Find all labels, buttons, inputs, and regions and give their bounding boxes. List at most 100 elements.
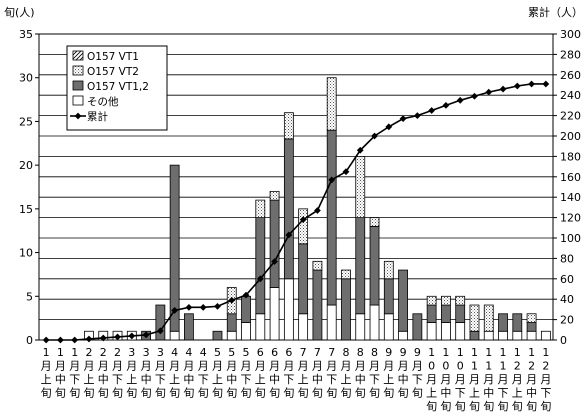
bar-segment xyxy=(169,164,180,332)
bar-segment xyxy=(512,330,523,341)
legend-item: O157 VT1,2 xyxy=(72,80,149,93)
bar-segment xyxy=(355,217,366,315)
bar-segment xyxy=(241,295,251,323)
cumulative-point xyxy=(71,336,79,344)
cumulative-point xyxy=(285,231,293,239)
x-tick-char: 1 xyxy=(442,346,449,359)
bar-segment xyxy=(255,217,266,315)
x-tick-char: 中 xyxy=(183,373,194,386)
cumulative-line xyxy=(42,80,550,344)
bar-segment xyxy=(226,330,237,341)
bar-segment xyxy=(326,129,337,306)
bar-segment xyxy=(383,313,394,341)
x-tick-char: 旬 xyxy=(169,387,180,400)
x-tick-char: 月 xyxy=(512,373,523,386)
x-tick-char: 月 xyxy=(98,360,109,373)
cumulative-point xyxy=(57,336,64,344)
x-tick-char: 月 xyxy=(198,360,209,373)
x-tick-char: 月 xyxy=(55,360,66,373)
bar-segment xyxy=(398,269,408,332)
bar-segment xyxy=(312,269,323,341)
left-tick-label: 30 xyxy=(19,72,33,85)
bar-segment xyxy=(269,199,280,288)
bar-segment xyxy=(426,295,437,306)
bar-segment xyxy=(455,322,466,341)
x-tick-char: 下 xyxy=(455,387,466,400)
bar-segment xyxy=(269,287,280,341)
left-tick-label: 20 xyxy=(19,159,33,172)
x-tick-char: 旬 xyxy=(355,387,366,400)
cumulative-point xyxy=(128,332,136,340)
x-tick-char: 中 xyxy=(141,373,152,386)
x-tick-char: 旬 xyxy=(55,387,66,400)
x-tick-char: 旬 xyxy=(312,387,323,400)
legend-swatch xyxy=(72,65,84,76)
x-tick-char: 上 xyxy=(126,373,137,386)
bar-segment xyxy=(426,304,437,323)
cumulative-point xyxy=(214,302,221,310)
bar-segment xyxy=(398,330,408,341)
x-tick-char: 月 xyxy=(269,360,280,373)
bar-segment xyxy=(226,313,237,332)
x-tick-char: 9 xyxy=(400,346,407,359)
x-tick-char: 月 xyxy=(498,373,509,386)
x-tick-char: 月 xyxy=(312,360,323,373)
right-tick-label: 260 xyxy=(560,69,581,82)
bar-segment xyxy=(483,304,494,332)
x-tick-char: 1 xyxy=(500,360,507,373)
x-tick-char: 下 xyxy=(155,373,166,386)
x-tick-char: 中 xyxy=(98,373,109,386)
right-tick-label: 240 xyxy=(560,89,581,102)
cumulative-point xyxy=(471,92,478,100)
bar-segment xyxy=(312,260,323,271)
x-tick-char: 5 xyxy=(214,346,221,359)
legend-label: O157 VT1 xyxy=(87,51,139,63)
bar-segment xyxy=(283,278,294,341)
x-tick-char: 上 xyxy=(41,373,52,386)
x-tick-char: 旬 xyxy=(126,387,137,400)
cumulative-point xyxy=(156,327,164,335)
plot-frame xyxy=(38,33,554,341)
legend-swatch xyxy=(72,80,84,91)
x-tick-char: 月 xyxy=(126,360,137,373)
x-tick-char: 月 xyxy=(169,360,180,373)
x-tick-char: 旬 xyxy=(398,387,409,400)
bar-segment xyxy=(455,295,466,306)
right-tick-label: 120 xyxy=(560,212,581,225)
x-tick-char: 旬 xyxy=(155,387,166,400)
right-tick-label: 100 xyxy=(560,232,581,245)
x-tick-char: 月 xyxy=(383,360,394,373)
x-tick-char: 月 xyxy=(241,360,252,373)
cumulative-point xyxy=(299,216,307,224)
x-tick-char: 月 xyxy=(455,373,466,386)
cumulative-point xyxy=(356,146,364,154)
x-tick-char: 月 xyxy=(69,360,80,373)
bar-segment xyxy=(212,330,223,341)
bar-segment xyxy=(255,313,266,341)
cumulative-point xyxy=(228,296,236,304)
x-tick-char: 1 xyxy=(457,346,464,359)
cumulative-point xyxy=(256,275,264,283)
x-tick-char: 7 xyxy=(328,346,335,359)
x-tick-char: 旬 xyxy=(526,400,537,413)
legend-marker xyxy=(74,112,82,120)
bar-segment xyxy=(469,304,480,332)
x-tick-char: 月 xyxy=(112,360,123,373)
bar-segment xyxy=(498,313,508,332)
cumulative-point xyxy=(528,80,535,88)
x-tick-char: 月 xyxy=(440,373,451,386)
cumulative-point xyxy=(413,112,421,119)
x-tick-char: 中 xyxy=(312,373,323,386)
x-tick-char: 6 xyxy=(257,346,264,359)
